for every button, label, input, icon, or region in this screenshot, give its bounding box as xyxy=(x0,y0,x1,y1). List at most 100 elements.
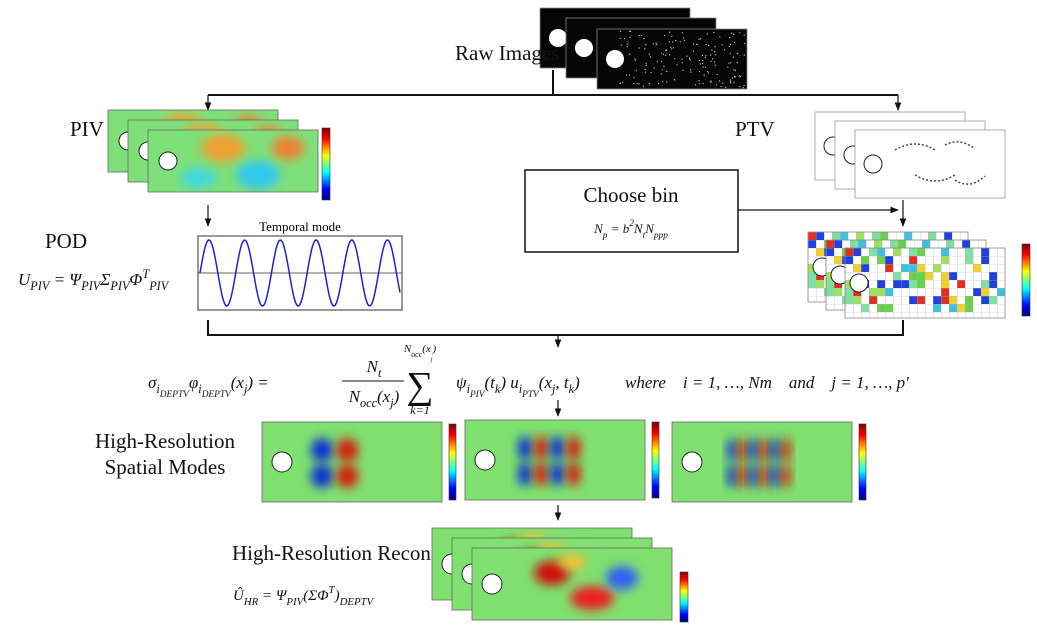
particle xyxy=(739,76,741,78)
particle xyxy=(728,45,730,48)
particle xyxy=(725,86,727,88)
equation-part: PIV xyxy=(109,279,131,293)
particle xyxy=(648,83,650,85)
equation-part: N xyxy=(366,357,380,376)
mode-lobe xyxy=(534,436,549,460)
equation-part: HR xyxy=(243,596,259,608)
cylinder xyxy=(681,451,703,473)
particle xyxy=(624,38,626,40)
mode-lobe xyxy=(781,464,791,488)
particle xyxy=(704,57,707,59)
piv-field xyxy=(148,130,318,192)
particle xyxy=(668,41,670,43)
piv-label: PIV xyxy=(70,117,104,141)
equation-part: DEPTV xyxy=(159,390,190,400)
mode-lobe xyxy=(770,438,780,462)
main-equation: σiDEPTVφiDEPTV(xj) = Nt Nocc(xj) ∑ Nocc(… xyxy=(148,343,909,417)
particle xyxy=(692,50,694,52)
particle xyxy=(634,59,636,61)
particle xyxy=(731,77,733,79)
particle xyxy=(733,33,735,35)
particle xyxy=(730,82,732,84)
particle xyxy=(721,44,723,46)
equation-part: p xyxy=(602,231,608,241)
reconstruction-field xyxy=(472,548,672,620)
particle xyxy=(648,53,650,55)
equation-part: ) xyxy=(334,588,340,604)
colorbar xyxy=(321,127,331,201)
equation-part: DEPTV xyxy=(201,390,232,400)
mode-lobe xyxy=(310,464,334,488)
particle xyxy=(664,34,666,37)
equation-part: PIV xyxy=(80,279,102,293)
connector xyxy=(208,70,898,96)
reconstruction-equation: ÛHR = ΨPIV(ΣΦT)DEPTV xyxy=(233,584,375,608)
particle xyxy=(633,77,635,79)
equation-part: PTV xyxy=(521,390,540,400)
mode-lobe xyxy=(727,438,737,462)
equation-part: occ xyxy=(360,396,378,410)
equation-part: PIV xyxy=(285,596,304,608)
particle xyxy=(619,37,621,40)
particle xyxy=(640,34,642,37)
particle xyxy=(727,66,729,68)
equation-part: ψ xyxy=(456,373,467,392)
pod-label: POD xyxy=(45,229,87,253)
particle xyxy=(633,82,635,84)
equation-part: ) u xyxy=(499,373,518,392)
equation-part: ) xyxy=(431,343,436,355)
equation-part: k xyxy=(569,382,575,396)
particle xyxy=(669,54,671,56)
particle xyxy=(643,38,645,40)
particle xyxy=(734,41,736,43)
particle xyxy=(702,83,704,85)
particle xyxy=(712,58,714,60)
particle xyxy=(730,62,732,64)
particle xyxy=(700,38,702,40)
equation-part: ) xyxy=(573,373,580,392)
mode-lobe xyxy=(738,438,748,462)
equation-part: , t xyxy=(555,373,570,392)
particle xyxy=(688,57,691,59)
choose-bin-title: Choose bin xyxy=(583,183,679,207)
mode-lobe xyxy=(748,464,759,488)
particle xyxy=(733,69,735,71)
equation-part: (x xyxy=(539,373,553,392)
particle xyxy=(695,84,697,86)
equation-part: i xyxy=(198,382,202,396)
raw-image xyxy=(596,28,748,90)
sum-upper: Nocc(x j) xyxy=(403,343,437,363)
particle xyxy=(644,68,646,71)
particle xyxy=(672,41,674,43)
particle xyxy=(689,59,691,61)
mode-lobe xyxy=(759,438,770,462)
particle xyxy=(676,64,678,66)
particle xyxy=(738,75,740,77)
particle xyxy=(675,39,677,42)
equation-part: t xyxy=(378,366,382,380)
fraction-denominator: Nocc(xj) xyxy=(348,387,400,410)
particle xyxy=(698,59,700,62)
spatial-mode xyxy=(464,419,660,501)
particle xyxy=(660,60,663,62)
particle xyxy=(681,32,683,34)
particle xyxy=(702,66,704,68)
bin-equation: Np = b2NtNppp xyxy=(593,219,668,241)
equation-part: PIV xyxy=(148,279,170,293)
particle xyxy=(698,70,700,73)
particle xyxy=(706,33,708,35)
binned-field xyxy=(844,247,1006,319)
pod-equation: UPIV = ΨPIVΣPIVΦTPIV xyxy=(18,267,170,293)
particle xyxy=(714,51,716,53)
particle xyxy=(729,43,731,46)
particle xyxy=(666,70,668,72)
particle xyxy=(671,35,673,37)
particle xyxy=(739,31,741,34)
particle xyxy=(681,62,683,64)
particle xyxy=(710,54,712,56)
particle xyxy=(743,42,746,45)
spatial-mode xyxy=(261,421,457,503)
equation-part: j xyxy=(242,382,248,396)
particle xyxy=(706,71,709,73)
